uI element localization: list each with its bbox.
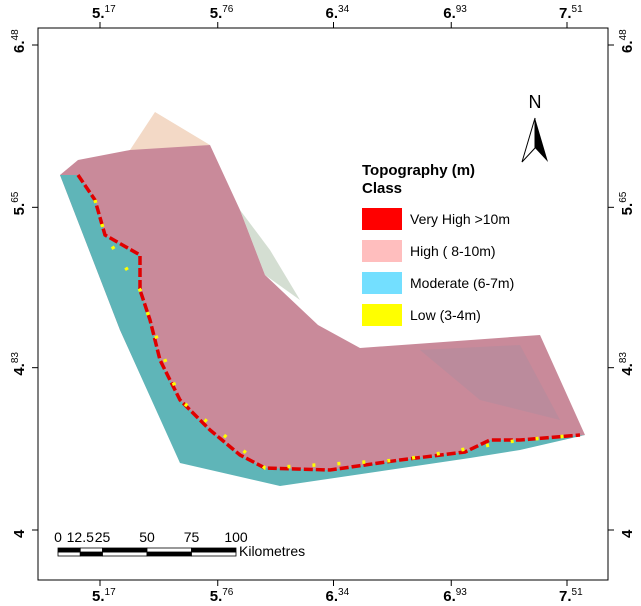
y-tick-label: 4 <box>11 529 28 538</box>
scale-segment <box>147 552 192 556</box>
x-tick-label: 6.34 <box>326 4 350 22</box>
legend-swatch <box>362 272 402 294</box>
legend-title: Topography (m) <box>362 162 475 179</box>
scale-label: 0 <box>54 529 62 545</box>
north-label: N <box>529 92 542 112</box>
y-tick-label: 4.83 <box>618 352 636 376</box>
x-tick-label: 7.51 <box>559 4 583 22</box>
scale-label: 75 <box>184 529 200 545</box>
y-tick-label: 4.83 <box>10 352 28 376</box>
legend-subtitle: Class <box>362 180 402 197</box>
scale-label: 50 <box>139 529 155 545</box>
y-tick-label: 5.65 <box>10 191 28 215</box>
legend-swatch <box>362 208 402 230</box>
x-tick-label: 6.34 <box>326 587 350 605</box>
x-tick-label: 5.76 <box>210 587 234 605</box>
legend-swatch <box>362 240 402 262</box>
legend-label: High ( 8-10m) <box>410 243 496 259</box>
scale-segment <box>192 552 237 556</box>
y-tick-label: 6.48 <box>10 29 28 53</box>
scale-segment <box>147 548 192 552</box>
scale-label: 12.5 <box>67 529 94 545</box>
scale-segment <box>80 548 102 552</box>
x-tick-label: 5.17 <box>92 4 116 22</box>
x-tick-label: 7.51 <box>559 587 583 605</box>
y-tick-label: 6.48 <box>618 29 636 53</box>
scale-segment <box>192 548 237 552</box>
scale-segment <box>58 552 80 556</box>
scale-segment <box>103 552 148 556</box>
legend-label: Very High >10m <box>410 211 510 227</box>
y-tick-label: 5.65 <box>618 191 636 215</box>
scale-segment <box>80 552 102 556</box>
scale-segment <box>103 548 148 552</box>
x-tick-label: 5.76 <box>210 4 234 22</box>
legend-label: Moderate (6-7m) <box>410 275 514 291</box>
scale-unit: Kilometres <box>239 543 305 559</box>
x-tick-label: 6.93 <box>443 587 467 605</box>
legend-label: Low (3-4m) <box>410 307 481 323</box>
y-tick-label: 4 <box>619 529 636 538</box>
x-tick-label: 6.93 <box>443 4 467 22</box>
scale-label: 25 <box>95 529 111 545</box>
map-figure: N Topography (m) Class Very High >10m Hig… <box>0 0 641 606</box>
x-tick-label: 5.17 <box>92 587 116 605</box>
legend-swatch <box>362 304 402 326</box>
scale-segment <box>58 548 80 552</box>
